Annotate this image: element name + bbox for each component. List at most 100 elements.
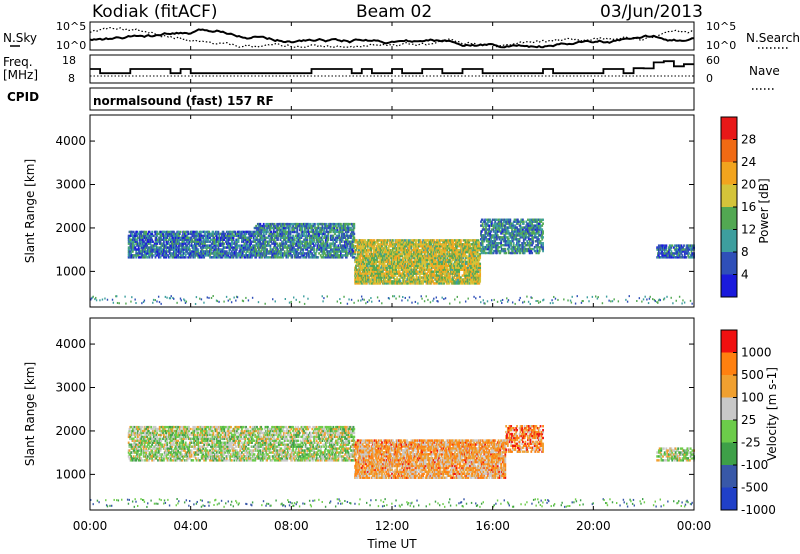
range-cell [137,246,140,249]
range-cell [266,226,268,230]
range-cell [375,254,378,258]
range-cell [353,256,356,259]
freq-panel: Freq. [MHz] 18 8 60 0 Nave [3,54,780,90]
range-cell [187,238,190,241]
range-cell [366,264,369,268]
range-cell [225,238,228,241]
range-cell [300,236,303,240]
range-cell [310,254,313,257]
range-cell [220,236,222,240]
range-cell [137,232,140,236]
range-cell [192,232,195,236]
range-cell [306,240,309,243]
range-cell [345,248,348,251]
range-cell [264,246,267,249]
range-cell [256,228,258,232]
range-cell [173,248,175,251]
range-cell [130,242,133,245]
range-cell [374,247,377,250]
range-cell [282,244,285,247]
range-cell [205,238,208,241]
range-cell [189,238,192,241]
range-cell [347,230,350,234]
range-cell [255,248,258,251]
range-cell [235,254,237,257]
range-cell [177,254,180,257]
range-cell [345,230,347,234]
range-cell [392,239,394,242]
freq-label: Freq. [3,55,33,69]
range-cell [289,232,292,236]
noise-right-tick-bottom: 10^0 [706,39,736,52]
range-cell [162,236,165,240]
range-cell [287,230,290,234]
range-cell [227,256,230,259]
range-cell [362,260,365,264]
range-cell [131,230,133,234]
range-cell [265,232,268,236]
range-cell [362,248,365,252]
range-cell [299,226,302,230]
range-cell [198,254,201,257]
range-cell [297,254,300,257]
range-cell [390,276,393,279]
range-cell [386,258,388,262]
range-cell [372,241,375,244]
range-cell [236,232,239,236]
range-cell [363,278,366,281]
range-cell [152,248,155,251]
range-cell [269,244,272,247]
range-cell [227,232,230,236]
nsearch-label: N.Search [746,31,800,45]
range-cell [218,238,221,241]
range-cell [328,244,331,247]
range-cell [214,242,217,245]
range-cell [187,240,190,243]
range-cell [248,242,251,245]
range-cell [146,244,149,247]
range-cell [251,230,253,234]
range-cell [202,246,205,249]
range-cell [210,232,213,236]
range-cell [298,234,301,238]
range-cell [397,268,400,271]
range-cell [173,256,176,259]
range-cell [316,228,319,232]
range-cell [396,276,398,279]
range-cell [195,246,198,249]
range-cell [136,234,138,238]
range-cell [382,254,385,258]
range-cell [312,222,315,226]
range-cell [293,236,295,240]
range-cell [415,239,418,242]
range-cell [282,236,285,240]
range-cell [299,250,302,253]
range-cell [265,222,268,226]
range-cell [188,246,190,249]
range-cell [296,228,299,232]
range-cell [302,256,305,259]
range-cell [241,256,243,259]
range-cell [291,256,294,259]
range-cell [261,224,264,228]
range-cell [287,252,290,255]
range-cell [300,234,303,238]
range-cell [250,242,253,245]
range-cell [225,256,228,259]
range-cell [217,232,220,236]
range-cell [133,244,136,247]
range-cell [358,248,361,252]
range-cell [186,250,189,253]
range-cell [290,236,293,240]
range-cell [386,282,388,285]
range-cell [367,241,370,244]
range-cell [155,236,158,240]
range-cell [321,224,324,228]
range-cell [357,247,360,250]
range-cell [341,238,344,241]
range-cell [190,242,193,245]
range-cell [371,256,374,260]
range-cell [313,224,316,228]
range-cell [395,248,398,252]
range-cell [240,248,242,251]
